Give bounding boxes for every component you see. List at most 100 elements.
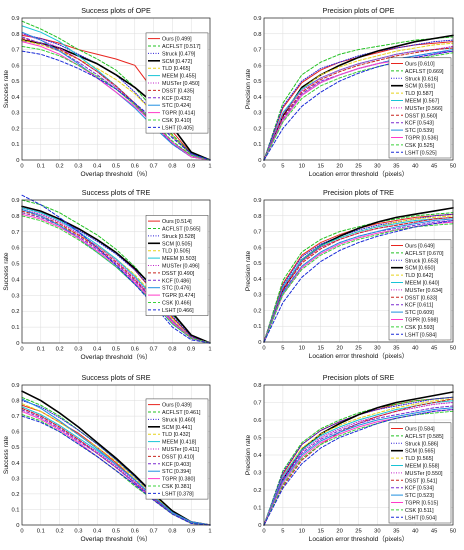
legend: Ours [0.514] ACFLST [0.565]Struck [0.528]… xyxy=(145,215,209,316)
x-tick-label: 35 xyxy=(393,164,399,170)
y-tick-label: 0.4 xyxy=(253,453,262,459)
legend-item-acflst: ACFLST [0.669] xyxy=(405,69,444,75)
y-tick-label: 0.4 xyxy=(253,95,262,101)
axes-box xyxy=(263,384,454,526)
y-tick-label: 0.6 xyxy=(11,430,19,436)
legend-item-tld: TLD [0.642] xyxy=(405,273,434,279)
legend-item-scm: SCM [0.472] xyxy=(162,59,192,65)
series-line-lsht xyxy=(21,50,211,161)
legend-item-ours: Ours [0.514] xyxy=(162,219,192,225)
legend-item-acflst: ACFLST [0.517] xyxy=(162,44,201,50)
legend-item-scm: SCM [0.591] xyxy=(405,84,435,90)
y-tick-label: 0.8 xyxy=(11,399,19,405)
x-tick-label: 25 xyxy=(355,346,361,352)
legend-item-meem: MEEM [0.418] xyxy=(162,440,197,446)
legend-item-meem: MEEM [0.558] xyxy=(405,464,440,470)
y-tick-label: 0.5 xyxy=(253,436,261,442)
y-tick-label: 0.4 xyxy=(11,277,20,283)
y-tick-label: 0.6 xyxy=(11,63,19,69)
x-tick-label: 0 xyxy=(262,346,265,352)
y-tick-label: 0.6 xyxy=(11,246,19,252)
series-line-dsst xyxy=(21,210,211,344)
x-tick-label: 0.2 xyxy=(56,164,64,170)
legend-item-csk: CSK [0.466] xyxy=(162,301,192,307)
chart-ope-precision: 0 5 10 15 20 25 30 35 40 45 50 0 0.1 0.2 0.3 0.4 0.5 0.6 0… xyxy=(245,6,456,178)
legend-item-ours: Ours [0.610] xyxy=(405,62,435,68)
x-tick-label: 15 xyxy=(317,529,323,535)
x-axis-label: Overlap threshold（%） xyxy=(80,170,151,178)
y-tick-label: 0 xyxy=(258,340,261,346)
y-axis-label: Precision rate xyxy=(245,251,252,292)
series-line-stc xyxy=(21,398,211,526)
legend-item-muster: MUSTer [0.566] xyxy=(405,106,443,112)
x-tick-label: 0.8 xyxy=(168,347,176,353)
y-tick-label: 0.9 xyxy=(11,383,19,389)
x-tick-label: 0.6 xyxy=(131,347,139,353)
legend-item-ours: Ours [0.499] xyxy=(162,37,192,43)
legend-item-tld: TLD [0.505] xyxy=(162,249,191,255)
series-line-lsht xyxy=(263,220,454,343)
x-tick-label: 0.6 xyxy=(131,529,139,535)
x-tick-label: 0.9 xyxy=(187,164,195,170)
x-tick-label: 15 xyxy=(317,164,323,170)
x-tick-label: 45 xyxy=(431,346,437,352)
y-tick-label: 0.3 xyxy=(11,293,19,299)
x-tick-label: 45 xyxy=(431,529,437,535)
y-tick-label: 0 xyxy=(16,158,19,164)
x-tick-label: 10 xyxy=(299,346,305,352)
x-axis-label: Location error threshold（pixels） xyxy=(309,535,409,543)
x-axis-label: Overlap threshold（%） xyxy=(80,535,151,543)
y-tick-label: 0 xyxy=(258,523,261,529)
legend-item-stc: STC [0.609] xyxy=(405,310,434,316)
y-tick-label: 0.9 xyxy=(253,198,261,204)
y-tick-label: 0.1 xyxy=(253,506,261,512)
legend-item-acflst: ACFLST [0.585] xyxy=(405,434,444,440)
legend-item-dsst: DSST [0.560] xyxy=(405,113,438,119)
axes-box xyxy=(263,199,454,343)
legend-item-struck: Struck [0.528] xyxy=(162,234,196,240)
series-line-acflst xyxy=(263,212,454,343)
series-line-tgpr xyxy=(263,409,454,526)
legend-item-stc: STC [0.424] xyxy=(162,103,191,109)
legend-item-csk: CSK [0.410] xyxy=(162,118,192,124)
legend-item-tld: TLD [0.587] xyxy=(405,91,434,97)
legend-item-csk: CSK [0.511] xyxy=(405,508,434,514)
series-line-scm xyxy=(21,39,211,161)
x-tick-label: 50 xyxy=(450,529,456,535)
x-tick-label: 25 xyxy=(355,164,361,170)
series-line-csk xyxy=(263,410,454,526)
legend-item-kcf: KCF [0.403] xyxy=(162,462,191,468)
legend-item-tgpr: TGPR [0.536] xyxy=(405,136,438,142)
series-line-csk xyxy=(21,215,211,344)
chart-title: Precision plots of OPE xyxy=(323,6,395,15)
y-tick-label: 0.7 xyxy=(253,48,261,54)
legend-item-tgpr: TGPR [0.515] xyxy=(405,501,438,507)
series-line-tld xyxy=(21,403,211,526)
y-tick-label: 0.2 xyxy=(253,488,261,494)
x-tick-label: 0.4 xyxy=(93,347,102,353)
x-tick-label: 20 xyxy=(336,346,342,352)
y-tick-label: 0.5 xyxy=(253,261,261,267)
legend-item-lsht: LSHT [0.525] xyxy=(405,150,437,156)
y-tick-label: 0.2 xyxy=(11,309,19,315)
chart-title: Precision plots of SRE xyxy=(323,373,395,382)
y-tick-label: 0.4 xyxy=(11,95,20,101)
chart-title: Success plots of SRE xyxy=(81,373,150,382)
chart-title: Success plots of TRE xyxy=(82,188,151,197)
series-line-csk xyxy=(263,223,454,343)
x-tick-label: 0 xyxy=(20,529,23,535)
legend-item-kcf: KCF [0.543] xyxy=(405,121,434,127)
x-tick-label: 30 xyxy=(374,164,380,170)
y-tick-label: 0.1 xyxy=(253,142,261,148)
chart-ope-success: 0 0.1 0.2 0.3 0.4 0.5 0.6 0.7 0.8 0.9 1 0 0.1 0.2 0.3 0… xyxy=(3,6,212,178)
legend: Ours [0.649]ACFLST [0.670]Struck [0.653]… xyxy=(388,239,452,341)
legend-item-lsht: LSHT [0.405] xyxy=(162,125,194,131)
y-tick-label: 0.5 xyxy=(11,445,19,451)
legend-item-acflst: ACFLST [0.670] xyxy=(405,251,444,257)
x-tick-label: 20 xyxy=(336,529,342,535)
chart-tre-precision: 0 5 10 15 20 25 30 35 40 45 50 0 0.1 0.2 0.3 0.4 0.5 0.6 0… xyxy=(245,188,456,360)
legend-item-kcf: KCF [0.611] xyxy=(405,303,434,309)
legend-item-meem: MEEM [0.567] xyxy=(405,99,440,105)
y-tick-label: 0 xyxy=(16,523,19,529)
